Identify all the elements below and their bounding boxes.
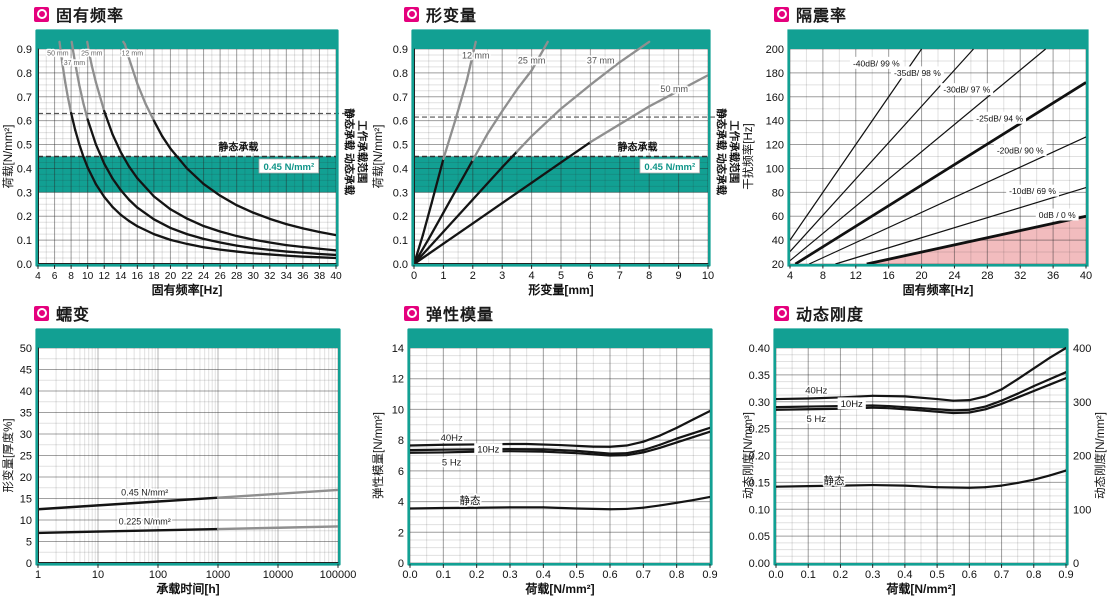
chart-title-text: 形变量 xyxy=(426,8,478,25)
chart-title-text: 固有频率 xyxy=(56,8,125,25)
chart-title-elastic-modulus: 弹性模量 xyxy=(404,301,740,325)
chart-cell-deformation: 形变量 xyxy=(370,0,740,299)
chart-title-deformation: 形变量 xyxy=(404,2,740,26)
isolation-rate-chart xyxy=(740,26,1110,299)
chart-cell-natural-frequency: 固有频率 xyxy=(0,0,370,299)
chart-title-text: 隔震率 xyxy=(796,8,848,25)
ring-icon xyxy=(406,308,417,318)
chart-cell-dynamic-stiffness: 动态刚度 xyxy=(740,299,1110,598)
ring-icon xyxy=(36,308,47,318)
chart-title-text: 弹性模量 xyxy=(426,307,495,324)
chart-cell-creep: 蠕变 xyxy=(0,299,370,598)
title-marker-icon xyxy=(774,305,789,321)
deformation-chart xyxy=(370,26,740,299)
title-marker-icon xyxy=(404,305,419,321)
title-marker-icon xyxy=(404,6,419,22)
chart-title-creep: 蠕变 xyxy=(34,301,370,325)
ring-icon xyxy=(776,9,787,19)
chart-title-dynamic-stiffness: 动态刚度 xyxy=(774,301,1110,325)
chart-cell-elastic-modulus: 弹性模量 xyxy=(370,299,740,598)
title-marker-icon xyxy=(34,6,49,22)
natural-frequency-chart xyxy=(0,26,370,299)
creep-chart xyxy=(0,325,370,598)
ring-icon xyxy=(776,308,787,318)
dynamic-stiffness-chart xyxy=(740,325,1110,598)
ring-icon xyxy=(406,9,417,19)
chart-title-isolation-rate: 隔震率 xyxy=(774,2,1110,26)
chart-title-text: 动态刚度 xyxy=(796,307,865,324)
elastic-modulus-chart xyxy=(370,325,740,598)
ring-icon xyxy=(36,9,47,19)
chart-cell-isolation-rate: 隔震率 xyxy=(740,0,1110,299)
chart-title-natural-frequency: 固有频率 xyxy=(34,2,370,26)
title-marker-icon xyxy=(774,6,789,22)
chart-title-text: 蠕变 xyxy=(56,307,91,324)
title-marker-icon xyxy=(34,305,49,321)
